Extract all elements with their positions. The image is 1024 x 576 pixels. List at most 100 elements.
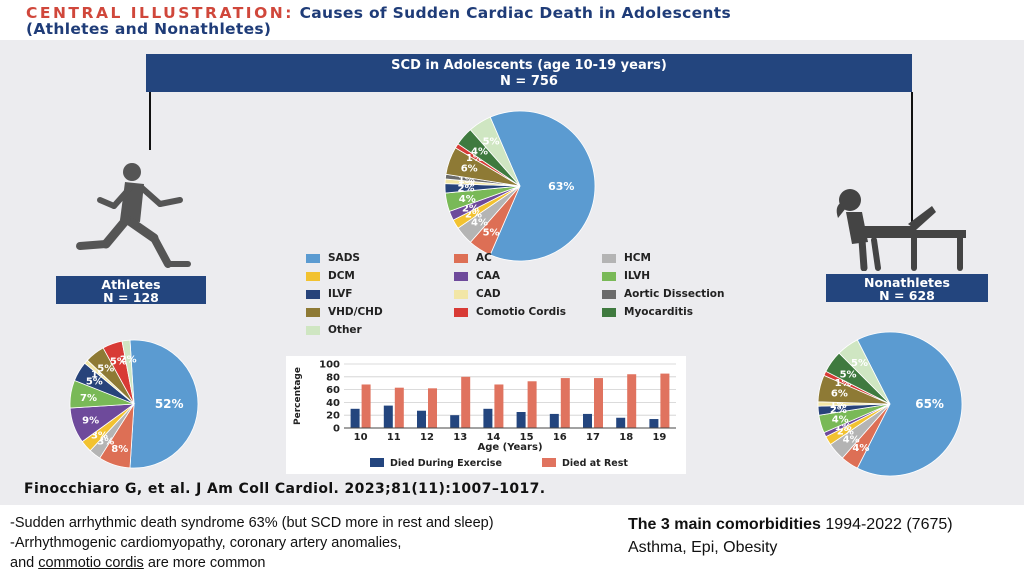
bar-died-at-rest [527,381,537,428]
legend-label: HCM [624,252,651,264]
pie-label-other: 2% [120,354,137,365]
legend-item-vhd-chd: VHD/CHD [306,306,383,318]
comorbidities-heading: The 3 main comorbidities 1994-2022 (7675… [628,513,953,536]
pie-label-myocarditis: 4% [471,146,488,157]
bar-xtick: 19 [652,432,666,443]
legend-label: VHD/CHD [328,306,383,318]
legend-item-hcm: HCM [602,252,651,264]
scd-header-line2: N = 756 [500,74,558,89]
pie-label-ac: 8% [111,444,128,455]
pie-label-ilvh: 7% [80,393,97,404]
pie-label-cad: 1% [91,370,108,381]
pie-label-ac: 4% [852,443,869,454]
legend-swatch [306,289,320,299]
pie-slice-other [469,116,521,187]
pie-slice-other [121,339,135,405]
legend-swatch [306,307,320,317]
pie-label-other: 5% [483,136,500,147]
bar-xlabel: Age (Years) [477,442,542,453]
legend-swatch [602,253,616,263]
pie-label-cad: 1% [830,400,847,411]
figure-title: CENTRAL ILLUSTRATION: Causes of Sudden C… [26,4,731,22]
notes: -Sudden arrhythmic death syndrome 63% (b… [10,513,494,573]
comorbidities: The 3 main comorbidities 1994-2022 (7675… [628,513,953,559]
notes-line3: and commotio cordis are more common [10,553,494,573]
pie-athletes: 52%8%3%3%9%7%5%1%5%5%2% [69,339,199,469]
bar-ytick: 60 [326,385,340,396]
athletes-label: Athletes [101,277,161,292]
pie-all: 63%5%4%2%2%4%2%1%1%6%1%4%5% [444,110,596,262]
legend: SADS AC HCM DCM CAA ILVH ILVF CAD Aortic Dissect… [306,252,766,344]
bar-xtick: 11 [387,432,401,443]
sitting-person-icon [836,189,966,271]
legend-item-cad: CAD [454,288,501,300]
pie-label-dcm: 2% [837,426,854,437]
pie-label-comotio-cordis: 1% [466,153,483,164]
athletes-n: N = 128 [103,290,159,305]
bar-died-at-rest [394,387,404,428]
pie-label-vhd-chd: 6% [831,389,848,400]
bar-died-at-rest [361,384,371,428]
notes-line3-pre: and [10,555,39,571]
pie-label-vhd-chd: 5% [97,364,114,375]
legend-label: AC [476,252,492,264]
comorbidities-title: The 3 main comorbidities [628,516,821,533]
bar-died-at-rest [494,384,504,428]
bar-xtick: 18 [619,432,633,443]
pie-label-ilvf: 5% [86,377,103,388]
bar-died-at-rest [560,378,570,428]
pie-label-dcm: 3% [91,430,108,441]
notes-line1: -Sudden arrhythmic death syndrome 63% (b… [10,515,494,531]
bar-xtick: 13 [453,432,467,443]
bar-died-at-rest [660,373,670,428]
legend-item-dcm: DCM [306,270,355,282]
pie-label-aortic-dissection: 1% [458,175,475,186]
nonathletes-label: Nonathletes [864,275,950,290]
bar-xtick: 14 [486,432,500,443]
bar-died-at-rest [627,374,637,428]
pie-label-caa: 9% [82,416,99,427]
legend-item-comotio-cordis: Comotio Cordis [454,306,566,318]
bar-xtick: 12 [420,432,434,443]
pie-nonathletes: 65%4%4%2%1%4%2%1%6%1%5%5% [817,331,963,477]
bar-legend-label-died-during-exercise: Died During Exercise [390,458,502,469]
pie-label-caa: 2% [462,203,479,214]
legend-label: Other [328,324,362,336]
legend-swatch [602,289,616,299]
pie-label-sads: 65% [915,397,944,411]
bar-ytick: 40 [326,398,340,409]
bar-ytick: 80 [326,372,340,383]
bar-ytick: 0 [333,424,340,435]
bar-died-at-rest [594,378,603,428]
figure-subtitle: (Athletes and Nonathletes) [26,20,272,38]
bar-died-during-exercise [383,405,393,428]
bar-died-at-rest [461,376,471,428]
legend-swatch [454,289,468,299]
pie-label-dcm: 2% [465,209,482,220]
bar-xtick: 10 [354,432,368,443]
commotio-cordis-link[interactable]: commotio cordis [38,555,144,571]
bar-legend-swatch-died-at-rest [542,458,556,467]
legend-swatch [306,325,320,335]
legend-swatch [602,271,616,281]
bar-ytick: 20 [326,411,340,422]
bar-died-during-exercise [649,419,659,428]
citation: Finocchiaro G, et al. J Am Coll Cardiol.… [24,481,546,497]
athletes-box: Athletes N = 128 [56,276,206,304]
legend-label: CAA [476,270,500,282]
bar-ylabel: Percentage [293,367,303,425]
pie-slice-sads [489,110,596,262]
legend-item-ilvh: ILVH [602,270,650,282]
legend-label: Myocarditis [624,306,693,318]
scd-header-line1: SCD in Adolescents (age 10-19 years) [391,58,667,73]
pie-label-hcm: 4% [843,434,860,445]
legend-label: SADS [328,252,360,264]
bar-died-during-exercise [450,415,460,428]
pie-label-sads: 63% [548,180,574,193]
bar-legend-label-died-at-rest: Died at Rest [562,458,628,469]
bar-died-at-rest [428,388,437,428]
notes-line3-post: are more common [143,555,266,571]
